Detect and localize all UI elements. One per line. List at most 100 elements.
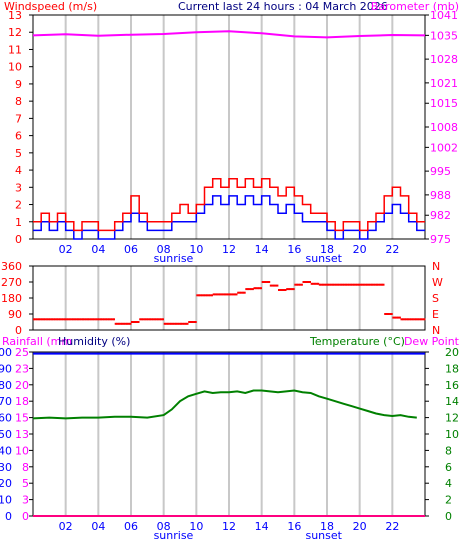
wind-barometer-panel: 0123456789101112139759829889951002100810… (8, 9, 458, 265)
direction-point (341, 283, 344, 286)
direction-point (173, 322, 176, 325)
x-tick-label-top-16: 16 (287, 243, 301, 256)
direction-point (354, 283, 357, 286)
direction-point (398, 316, 401, 319)
direction-point (284, 289, 287, 291)
barometer-tick-label: 1002 (430, 141, 458, 154)
direction-point (394, 316, 396, 319)
x-tick-label-top-14: 14 (255, 243, 269, 256)
direction-point (83, 318, 86, 321)
direction-point (165, 322, 168, 325)
direction-point (144, 318, 147, 321)
direction-point (258, 287, 261, 290)
windspeed-tick-label: 2 (15, 199, 22, 212)
direction-point (384, 313, 387, 315)
direction-point (135, 321, 138, 323)
direction-point (242, 291, 245, 294)
x-tick-label-top-20: 20 (353, 243, 367, 256)
direction-point (152, 318, 155, 321)
barometer-tick-label: 1021 (430, 77, 458, 90)
direction-point (235, 293, 238, 296)
direction-point (214, 293, 217, 296)
direction-point (93, 318, 96, 321)
direction-point (322, 283, 325, 286)
x-tick-label-bottom-20: 20 (353, 520, 367, 533)
direction-point (333, 283, 336, 286)
direction-point (362, 283, 365, 286)
direction-point (387, 313, 390, 315)
direction-point (51, 318, 53, 321)
rainfall-tick-label: 20 (15, 379, 29, 392)
direction-point (328, 283, 331, 286)
gust-series-line (33, 195, 425, 240)
x-tick-label-bottom-04: 04 (91, 520, 105, 533)
direction-point (171, 322, 174, 325)
direction-point (77, 318, 80, 321)
direction-point (212, 293, 215, 296)
direction-point (250, 288, 253, 291)
direction-point (245, 288, 248, 291)
humidity-tick-label: 80 (0, 379, 12, 392)
direction-point (215, 293, 218, 296)
windspeed-tick-label: 10 (8, 61, 22, 74)
direction-point (325, 283, 328, 286)
direction-point (88, 318, 91, 321)
direction-point (150, 318, 153, 321)
direction-point (139, 318, 142, 321)
direction-point (36, 318, 39, 321)
humidity-axis-title: Humidity (%) (58, 335, 130, 348)
direction-point (377, 283, 380, 286)
direction-point (389, 313, 392, 315)
direction-point (162, 318, 164, 321)
direction-point (367, 283, 370, 286)
temperature-tick-label: 16 (445, 379, 459, 392)
direction-point (343, 283, 346, 286)
direction-point (413, 318, 416, 321)
direction-point (256, 287, 259, 290)
direction-point (403, 318, 406, 321)
direction-point (376, 283, 378, 286)
direction-point (351, 283, 354, 286)
windspeed-series-line (33, 177, 425, 232)
x-tick-label-bottom-10: 10 (189, 520, 203, 533)
barometer-tick-label: 982 (430, 209, 451, 222)
direction-point (291, 288, 294, 291)
direction-point (129, 322, 132, 325)
wind-direction-panel: 0 N 90 E 180 S 270 W 360 N (1, 260, 443, 337)
direction-point (263, 281, 266, 283)
direction-point (47, 318, 50, 321)
chart-title: Current last 24 hours : 04 March 2026 (178, 0, 388, 13)
compass-tick-label: N (432, 260, 440, 273)
direction-point (37, 318, 40, 321)
direction-point (198, 294, 200, 297)
direction-point (209, 294, 212, 297)
direction-point (423, 318, 426, 321)
x-tick-label-bottom-06: 06 (124, 520, 138, 533)
x-tick-label-top-06: 06 (124, 243, 138, 256)
direction-point (392, 316, 395, 319)
sunrise-label-bottom: sunrise (154, 529, 194, 542)
humidity-tick-label: 20 (0, 477, 12, 490)
direction-point (286, 288, 289, 291)
direction-point (104, 318, 107, 321)
direction-tick-label: 0 (15, 324, 22, 337)
windspeed-tick-label: 12 (8, 26, 22, 39)
direction-point (237, 291, 240, 294)
temperature-tick-label: 8 (445, 444, 452, 457)
rainfall-tick-label: 15 (15, 412, 29, 425)
temperature-tick-label: 18 (445, 362, 459, 375)
rainfall-tick-label: 3 (22, 494, 29, 507)
direction-point (317, 282, 320, 285)
direction-point (147, 318, 150, 321)
direction-point (338, 283, 341, 286)
direction-point (201, 294, 204, 297)
direction-point (158, 318, 161, 321)
direction-point (238, 291, 241, 294)
direction-point (65, 318, 68, 321)
humidity-tick-label: 30 (0, 461, 12, 474)
direction-point (243, 291, 246, 294)
rainfall-axis-title: Rainfall (mm (2, 335, 72, 348)
direction-point (95, 318, 98, 321)
x-tick-label-top-10: 10 (189, 243, 203, 256)
direction-point (380, 283, 383, 286)
